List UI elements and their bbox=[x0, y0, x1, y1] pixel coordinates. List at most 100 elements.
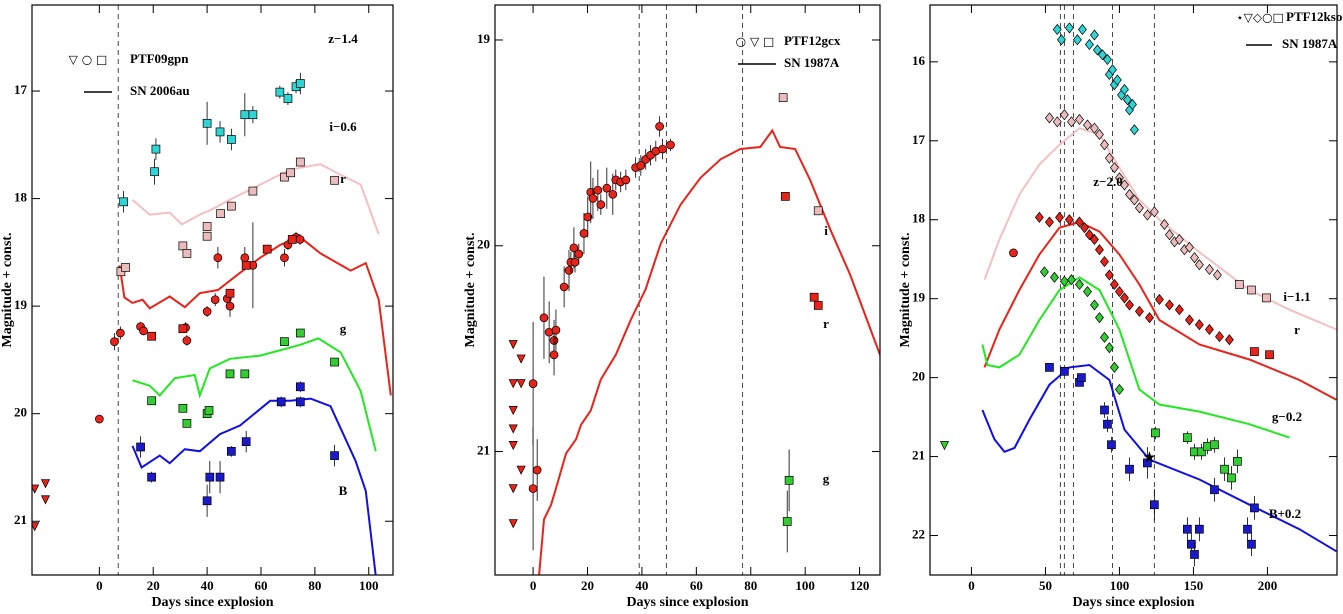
band-label: i−1.1 bbox=[1283, 289, 1310, 304]
legend-label: SN 2006au bbox=[130, 83, 190, 98]
data-point bbox=[1089, 299, 1099, 311]
data-point bbox=[1064, 214, 1074, 226]
band-label: B+0.2 bbox=[1269, 506, 1301, 521]
data-point bbox=[1149, 206, 1159, 218]
x-axis-title: Days since explosion bbox=[626, 595, 748, 610]
data-point bbox=[1215, 331, 1224, 343]
model-line bbox=[981, 363, 1337, 553]
legend-label: PTF09gpn bbox=[130, 51, 189, 66]
y-tick-label: 18 bbox=[912, 211, 926, 226]
data-point bbox=[1114, 383, 1124, 396]
y-tick-label: 21 bbox=[477, 443, 490, 458]
data-point bbox=[1150, 500, 1159, 510]
data-point bbox=[1095, 244, 1104, 256]
data-point bbox=[151, 144, 161, 154]
data-point bbox=[813, 301, 823, 310]
data-point bbox=[241, 260, 251, 270]
data-point bbox=[588, 194, 598, 203]
data-point bbox=[1114, 286, 1124, 298]
data-point bbox=[1104, 269, 1114, 281]
data-point bbox=[1104, 342, 1114, 354]
data-point bbox=[1050, 271, 1059, 283]
band-label: r bbox=[1294, 322, 1300, 337]
data-point bbox=[1109, 361, 1119, 373]
panel: 0 20 40 60 80 100 17 18 19 20 21 Days since explosi… bbox=[0, 4, 394, 610]
data-point bbox=[202, 118, 212, 128]
legend-symbols: ▽ ○ □ bbox=[69, 53, 108, 67]
data-point bbox=[295, 79, 305, 88]
data-point bbox=[215, 472, 225, 482]
data-point bbox=[813, 206, 823, 216]
data-point bbox=[1210, 485, 1219, 495]
band-label: g−0.2 bbox=[1272, 409, 1302, 424]
data-point bbox=[178, 403, 188, 413]
data-point bbox=[1151, 428, 1160, 438]
data-point bbox=[1108, 64, 1117, 76]
data-point bbox=[1083, 286, 1092, 298]
data-point bbox=[1247, 539, 1256, 549]
data-point bbox=[1212, 269, 1222, 281]
data-point bbox=[295, 397, 305, 407]
y-tick-label: 20 bbox=[912, 369, 925, 384]
band-label: g bbox=[823, 471, 830, 486]
band-label: z−2.0 bbox=[1093, 174, 1122, 189]
x-tick-label: 120 bbox=[850, 578, 870, 593]
data-point bbox=[1134, 305, 1144, 317]
data-point bbox=[1190, 252, 1199, 264]
data-point bbox=[1060, 366, 1069, 376]
legend-symbols: ⋆▽◇○□ bbox=[1236, 11, 1284, 25]
data-point bbox=[564, 266, 574, 275]
data-point bbox=[1234, 280, 1244, 289]
data-point bbox=[283, 94, 293, 103]
data-point bbox=[204, 406, 214, 415]
data-point bbox=[1077, 373, 1086, 382]
data-point bbox=[1227, 473, 1236, 483]
data-point bbox=[780, 192, 790, 201]
data-point bbox=[1100, 331, 1109, 343]
data-point bbox=[139, 326, 148, 336]
x-tick-label: 60 bbox=[690, 578, 703, 593]
y-tick-label: 16 bbox=[912, 53, 926, 68]
data-point bbox=[1100, 405, 1109, 415]
band-label: B bbox=[339, 483, 348, 498]
data-point bbox=[1045, 363, 1054, 372]
data-point bbox=[1184, 241, 1194, 253]
band-label: r bbox=[823, 316, 829, 331]
data-point bbox=[551, 325, 561, 335]
band-label: i bbox=[824, 223, 828, 238]
data-point bbox=[1145, 312, 1154, 324]
data-point bbox=[1104, 152, 1114, 164]
model-line bbox=[132, 337, 377, 452]
x-tick-label: 200 bbox=[1258, 578, 1278, 593]
data-point bbox=[1174, 233, 1184, 246]
panel: 0 20 40 60 80 100 120 19 20 21 Days since explosio… bbox=[463, 4, 881, 610]
data-point bbox=[95, 414, 104, 424]
data-point bbox=[202, 222, 212, 231]
y-tick-label: 21 bbox=[14, 512, 27, 527]
y-tick-label: 17 bbox=[14, 82, 28, 97]
y-tick-label: 21 bbox=[912, 448, 925, 463]
legend-label: PTF12kso bbox=[1286, 9, 1342, 24]
data-point bbox=[295, 382, 305, 392]
model-line bbox=[983, 221, 1337, 401]
data-point bbox=[1067, 116, 1076, 128]
data-point bbox=[1059, 109, 1069, 121]
data-point bbox=[528, 379, 538, 388]
data-point bbox=[1174, 304, 1184, 316]
data-point bbox=[280, 253, 289, 263]
data-point bbox=[1125, 188, 1134, 201]
model-line bbox=[118, 236, 392, 396]
data-point bbox=[1224, 334, 1234, 346]
data-point bbox=[119, 197, 128, 207]
x-tick-label: 0 bbox=[968, 578, 975, 593]
data-point bbox=[216, 209, 225, 218]
data-point bbox=[596, 200, 606, 209]
data-point bbox=[1250, 347, 1259, 356]
y-tick-label: 20 bbox=[477, 237, 490, 252]
data-point bbox=[1072, 34, 1082, 46]
plot-area bbox=[32, 5, 392, 575]
data-point bbox=[508, 441, 518, 451]
band-label: g bbox=[340, 321, 347, 336]
data-point bbox=[205, 472, 215, 482]
data-point bbox=[1009, 248, 1018, 258]
